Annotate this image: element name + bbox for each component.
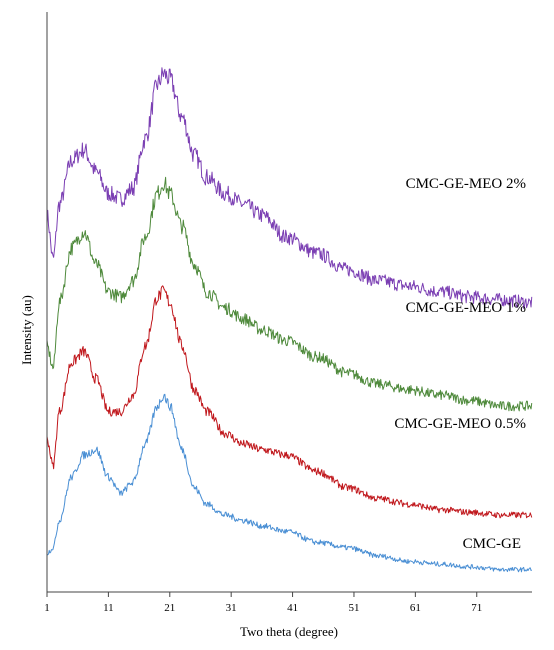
x-tick-label: 11 xyxy=(103,602,114,614)
x-tick-label: 41 xyxy=(287,602,298,614)
series-labels: CMC-GE-MEO 2% CMC-GE-MEO 1% CMC-GE-MEO 0.5… xyxy=(394,176,526,552)
x-axis-title: Two theta (degree) xyxy=(240,624,338,639)
x-tick-label: 51 xyxy=(348,602,359,614)
series-line xyxy=(46,285,533,519)
series-label: CMC-GE-MEO 0.5% xyxy=(394,416,526,432)
plot-area xyxy=(46,67,533,573)
x-tick-label: 31 xyxy=(226,602,237,614)
x-tick-label: 21 xyxy=(164,602,175,614)
series-line xyxy=(46,67,533,309)
x-tick-label: 61 xyxy=(410,602,421,614)
x-tick-label: 1 xyxy=(44,602,50,614)
axes xyxy=(46,12,532,593)
series-label: CMC-GE-MEO 2% xyxy=(406,176,526,192)
series-label: CMC-GE-MEO 1% xyxy=(406,300,526,316)
series-line xyxy=(46,393,533,573)
x-axis-ticks: 1 11 21 31 41 51 61 71 xyxy=(44,592,482,614)
series-line xyxy=(46,176,533,412)
y-axis-title: Intensity (au) xyxy=(19,295,34,365)
x-tick-label: 71 xyxy=(471,602,482,614)
series-label: CMC-GE xyxy=(463,536,521,552)
